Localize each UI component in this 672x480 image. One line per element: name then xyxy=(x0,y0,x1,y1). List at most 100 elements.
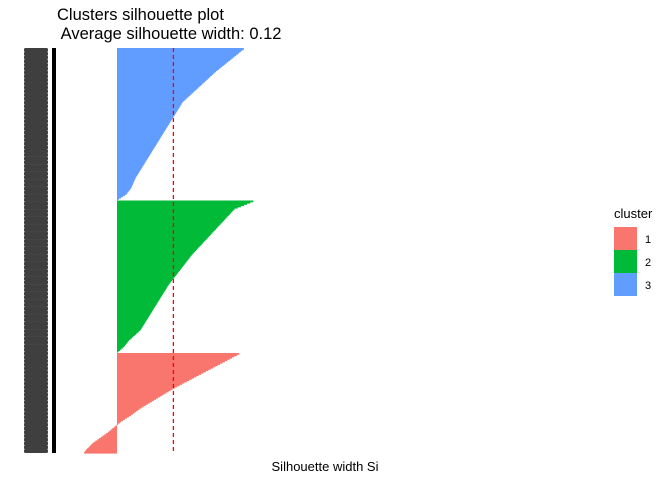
silhouette-bar-cluster-2 xyxy=(117,288,167,290)
silhouette-bar-cluster-3 xyxy=(117,49,243,52)
silhouette-bar-cluster-2 xyxy=(117,270,179,273)
silhouette-bar-cluster-3 xyxy=(117,71,215,74)
silhouette-bar-cluster-1 xyxy=(117,359,228,362)
y-tick-label xyxy=(24,261,48,266)
silhouette-bar-cluster-1 xyxy=(117,419,124,422)
silhouette-bar-cluster-3 xyxy=(117,96,188,99)
silhouette-bar-cluster-3 xyxy=(117,66,221,69)
silhouette-bar-cluster-2 xyxy=(117,256,190,259)
silhouette-bar-cluster-1 xyxy=(117,378,192,380)
y-tick-label xyxy=(24,377,48,382)
y-tick-label xyxy=(24,141,48,146)
silhouette-bar-cluster-3 xyxy=(117,56,234,59)
silhouette-bar-cluster-1 xyxy=(117,373,202,375)
silhouette-bar-cluster-3 xyxy=(117,153,151,155)
silhouette-bar-cluster-2 xyxy=(117,296,161,299)
y-tick-label xyxy=(24,62,48,67)
y-tick-label xyxy=(24,325,48,330)
legend-label-2: 2 xyxy=(645,257,651,269)
y-tick-label xyxy=(24,167,48,172)
silhouette-bar-cluster-3 xyxy=(117,108,179,110)
silhouette-bar-cluster-2 xyxy=(117,269,180,272)
y-tick-label xyxy=(24,430,48,435)
silhouette-bar-cluster-2 xyxy=(117,266,182,269)
y-tick-label xyxy=(24,344,48,349)
y-tick-label xyxy=(24,220,48,225)
y-tick-label xyxy=(24,51,48,56)
silhouette-bar-cluster-3 xyxy=(117,80,206,83)
y-tick-label xyxy=(24,227,48,232)
silhouette-bar-cluster-1 xyxy=(89,445,117,448)
silhouette-bar-cluster-3 xyxy=(117,121,170,124)
silhouette-bar-cluster-3 xyxy=(117,54,237,57)
silhouette-bar-cluster-2 xyxy=(117,224,220,227)
silhouette-bar-cluster-1 xyxy=(106,433,117,435)
silhouette-bar-cluster-3 xyxy=(117,159,147,162)
y-tick-label xyxy=(24,231,48,236)
silhouette-bar-cluster-1 xyxy=(107,431,117,434)
silhouette-bar-cluster-3 xyxy=(117,55,235,58)
silhouette-bar-cluster-3 xyxy=(117,76,210,79)
silhouette-bar-cluster-3 xyxy=(117,91,193,94)
silhouette-bar-cluster-2 xyxy=(117,215,228,218)
y-tick-label xyxy=(24,287,48,292)
silhouette-bar-cluster-1 xyxy=(117,370,206,373)
silhouette-bar-cluster-1 xyxy=(117,361,223,364)
y-tick-label xyxy=(24,314,48,319)
silhouette-bar-cluster-3 xyxy=(117,83,203,85)
y-tick-label xyxy=(24,104,48,109)
y-tick-label xyxy=(24,242,48,247)
y-tick-label xyxy=(24,321,48,326)
y-tick-label xyxy=(24,347,48,352)
silhouette-bar-cluster-3 xyxy=(117,113,176,115)
silhouette-bar-cluster-3 xyxy=(117,154,150,157)
silhouette-bar-cluster-1 xyxy=(117,379,190,382)
silhouette-bar-cluster-1 xyxy=(91,444,117,447)
y-tick-label xyxy=(24,152,48,157)
y-tick-label xyxy=(24,212,48,217)
silhouette-bar-cluster-3 xyxy=(117,53,238,55)
silhouette-bar-cluster-3 xyxy=(117,89,196,92)
silhouette-bar-cluster-3 xyxy=(117,176,136,179)
silhouette-bar-cluster-3 xyxy=(117,123,170,125)
silhouette-bar-cluster-1 xyxy=(117,354,237,357)
silhouette-bar-cluster-2 xyxy=(117,213,230,215)
silhouette-bar-cluster-2 xyxy=(117,216,227,219)
silhouette-bar-cluster-2 xyxy=(117,253,193,255)
silhouette-bar-cluster-2 xyxy=(117,285,168,288)
silhouette-bar-cluster-2 xyxy=(117,279,173,282)
y-tick-label xyxy=(24,280,48,285)
silhouette-bar-cluster-1 xyxy=(117,400,152,403)
y-tick-label xyxy=(24,59,48,64)
silhouette-bar-cluster-3 xyxy=(117,129,166,132)
silhouette-bar-cluster-2 xyxy=(117,201,251,204)
silhouette-bar-cluster-1 xyxy=(117,389,171,392)
legend-key-3 xyxy=(614,273,637,296)
y-tick-label xyxy=(24,389,48,394)
y-tick-label xyxy=(24,92,48,97)
silhouette-bar-cluster-3 xyxy=(117,126,167,129)
silhouette-bar-cluster-1 xyxy=(117,421,120,424)
y-tick-label xyxy=(24,171,48,176)
y-tick-label xyxy=(24,445,48,450)
silhouette-bar-cluster-3 xyxy=(117,120,171,123)
silhouette-bar-cluster-2 xyxy=(117,246,199,249)
silhouette-bar-cluster-2 xyxy=(117,304,156,307)
y-tick-label xyxy=(24,396,48,401)
silhouette-bar-cluster-3 xyxy=(117,111,177,114)
silhouette-bar-cluster-1 xyxy=(117,371,204,374)
silhouette-bar-cluster-3 xyxy=(117,84,201,87)
silhouette-bar-cluster-3 xyxy=(117,138,160,140)
y-tick-label xyxy=(24,66,48,71)
silhouette-bar-cluster-3 xyxy=(117,133,163,135)
silhouette-bar-cluster-3 xyxy=(117,178,136,180)
y-tick-label xyxy=(24,186,48,191)
silhouette-bar-cluster-2 xyxy=(117,219,225,222)
silhouette-bar-cluster-1 xyxy=(117,366,214,369)
silhouette-bar-cluster-1 xyxy=(110,429,117,432)
silhouette-bar-cluster-3 xyxy=(117,146,155,149)
silhouette-bar-cluster-1 xyxy=(87,448,117,450)
silhouette-bar-cluster-1 xyxy=(85,450,117,453)
silhouette-bar-cluster-3 xyxy=(117,193,127,195)
